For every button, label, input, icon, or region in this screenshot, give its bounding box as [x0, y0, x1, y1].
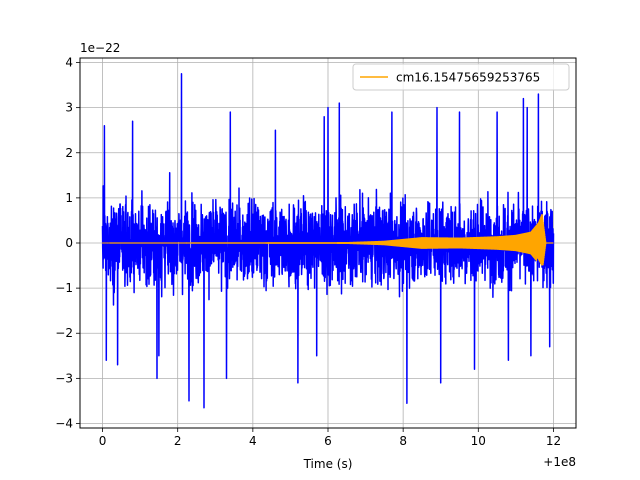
x-axis-label: Time (s) — [303, 457, 353, 471]
x-tick-label: 10 — [471, 434, 486, 448]
y-scale-text: 1e−22 — [80, 41, 120, 55]
legend-box — [352, 63, 570, 91]
y-tick-label: 0 — [65, 236, 73, 250]
x-tick-label: 8 — [399, 434, 407, 448]
chirp-series-line — [101, 214, 554, 266]
x-offset-text: +1e8 — [543, 455, 576, 469]
y-tick-label: −1 — [55, 281, 73, 295]
y-ticks: −4 −3 −2 −1 0 1 2 3 4 — [55, 56, 80, 430]
y-tick-label: 3 — [65, 101, 73, 115]
x-tick-label: 0 — [99, 434, 107, 448]
series-layer — [101, 73, 555, 409]
y-tick-label: 4 — [65, 56, 73, 70]
x-tick-label: 2 — [174, 434, 182, 448]
y-tick-label: 2 — [65, 146, 73, 160]
y-tick-label: −3 — [55, 371, 73, 385]
legend: cm16.15475659253765 — [352, 63, 570, 91]
x-tick-label: 12 — [546, 434, 561, 448]
x-tick-label: 4 — [249, 434, 257, 448]
x-ticks: 0 2 4 6 8 10 12 — [99, 428, 561, 448]
legend-label: cm16.15475659253765 — [396, 71, 540, 85]
y-tick-label: −2 — [55, 326, 73, 340]
y-tick-label: 1 — [65, 191, 73, 205]
y-tick-label: −4 — [55, 416, 73, 430]
x-tick-label: 6 — [324, 434, 332, 448]
